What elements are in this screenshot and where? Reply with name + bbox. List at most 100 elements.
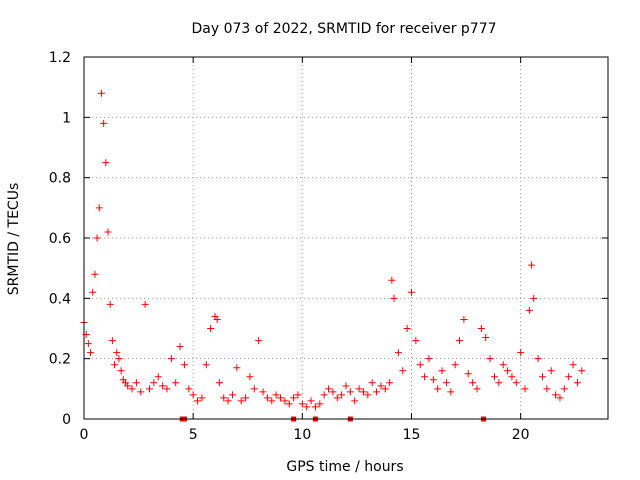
data-point xyxy=(530,294,538,302)
data-point xyxy=(359,388,367,396)
data-point xyxy=(377,382,385,390)
data-point xyxy=(233,364,241,372)
data-point xyxy=(512,379,520,387)
data-point xyxy=(499,361,507,369)
data-point xyxy=(565,373,573,381)
data-point xyxy=(386,379,394,387)
data-point xyxy=(263,394,271,402)
data-point xyxy=(504,367,512,375)
data-point xyxy=(460,315,468,323)
data-point xyxy=(281,397,289,405)
data-point xyxy=(277,394,284,402)
data-point xyxy=(97,89,105,97)
data-point xyxy=(290,394,298,402)
y-tick-label: 0.8 xyxy=(49,171,71,187)
data-point xyxy=(325,385,333,393)
data-point xyxy=(185,385,193,393)
data-point xyxy=(399,367,407,375)
data-point xyxy=(220,394,228,402)
data-point xyxy=(154,373,162,381)
y-tick-label: 0.4 xyxy=(49,291,71,307)
data-point xyxy=(259,388,267,396)
y-tick-label: 1 xyxy=(62,110,71,126)
data-point xyxy=(320,391,328,399)
data-point xyxy=(525,306,533,314)
data-point xyxy=(215,379,223,387)
data-point xyxy=(89,288,97,296)
data-point xyxy=(434,385,442,393)
x-tick-label: 15 xyxy=(403,427,421,443)
data-point xyxy=(408,288,415,296)
data-point xyxy=(482,334,490,342)
data-point xyxy=(180,361,188,369)
data-point xyxy=(237,397,245,405)
data-point xyxy=(368,379,376,387)
data-point xyxy=(167,355,175,363)
data-point xyxy=(250,385,258,393)
data-point xyxy=(364,391,372,399)
data-point xyxy=(198,394,206,402)
data-point xyxy=(194,397,202,405)
data-point xyxy=(93,234,101,242)
data-point xyxy=(213,315,221,323)
data-point xyxy=(224,397,232,405)
data-point xyxy=(429,376,437,384)
data-point xyxy=(311,403,319,411)
data-point xyxy=(412,337,420,345)
data-point xyxy=(573,379,581,387)
data-point xyxy=(172,379,180,387)
data-point xyxy=(451,361,459,369)
x-tick-labels: 0 5 10 15 20 xyxy=(80,427,530,443)
data-point xyxy=(473,385,481,393)
data-point xyxy=(124,382,132,390)
data-point xyxy=(176,343,184,351)
data-point xyxy=(517,349,525,357)
data-point xyxy=(464,370,472,378)
gridlines xyxy=(84,57,608,419)
data-point xyxy=(202,361,210,369)
data-point xyxy=(486,355,494,363)
data-point xyxy=(552,391,560,399)
data-point xyxy=(163,385,171,393)
chart-title: Day 073 of 2022, SRMTID for receiver p77… xyxy=(191,21,496,37)
y-tick-label: 0 xyxy=(62,412,71,428)
data-point xyxy=(578,367,586,375)
data-point xyxy=(150,379,158,387)
data-point xyxy=(242,394,250,402)
data-point xyxy=(355,385,363,393)
data-point xyxy=(159,382,167,390)
axis-ticks xyxy=(83,56,608,420)
data-point xyxy=(137,388,145,396)
data-point xyxy=(342,382,350,390)
data-point xyxy=(307,397,315,405)
data-point xyxy=(146,385,153,393)
data-point xyxy=(495,379,503,387)
data-point xyxy=(388,276,396,284)
data-point xyxy=(106,300,114,308)
data-point xyxy=(403,325,411,332)
data-point xyxy=(560,385,568,393)
data-point xyxy=(329,388,337,396)
plot-frame xyxy=(83,56,609,420)
data-point xyxy=(285,400,293,408)
data-point xyxy=(456,337,464,345)
data-point xyxy=(84,340,92,348)
data-point xyxy=(117,367,125,375)
data-point xyxy=(294,391,302,399)
data-point xyxy=(95,204,103,212)
y-tick-labels: 0 0.2 0.4 0.6 0.8 1 1.2 xyxy=(49,50,71,428)
x-tick-label: 5 xyxy=(189,427,198,443)
data-point xyxy=(556,394,564,402)
data-point xyxy=(569,361,577,369)
x-tick-label: 0 xyxy=(80,427,89,443)
data-point xyxy=(338,391,346,399)
data-point xyxy=(246,373,254,381)
y-tick-label: 0.6 xyxy=(49,231,71,247)
data-point xyxy=(534,355,542,363)
data-point xyxy=(543,385,551,393)
data-point xyxy=(447,388,455,396)
data-point xyxy=(189,391,197,399)
data-point xyxy=(346,388,354,396)
y-tick-label: 1.2 xyxy=(49,50,71,66)
x-axis-label: GPS time / hours xyxy=(286,459,403,475)
